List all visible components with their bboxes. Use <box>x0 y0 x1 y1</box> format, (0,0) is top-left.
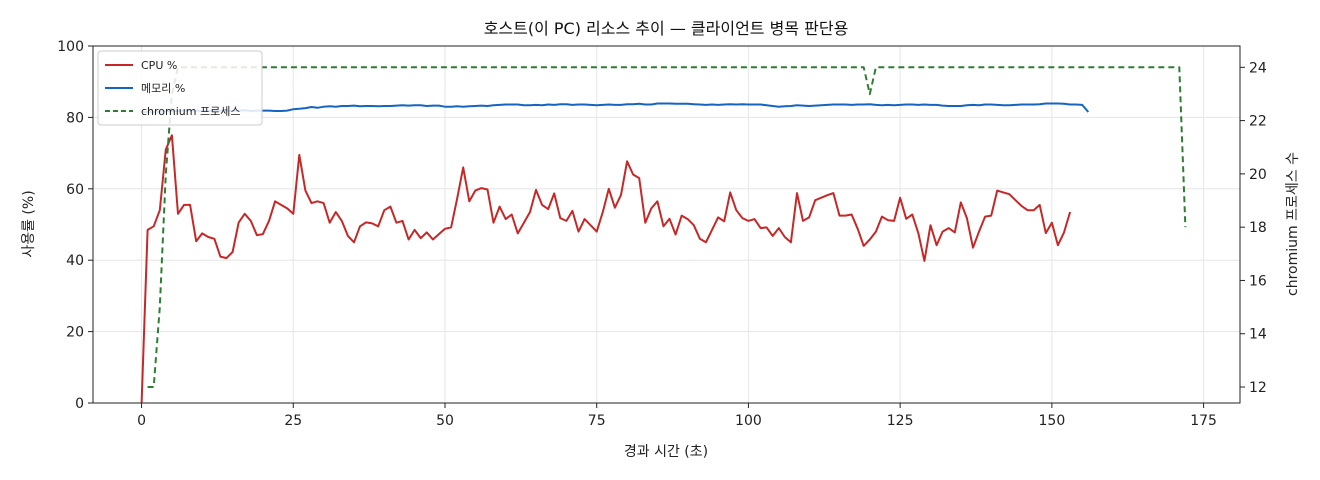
x-tick-label: 0 <box>137 413 146 429</box>
x-tick-label: 100 <box>735 413 762 429</box>
y2-tick-label: 14 <box>1249 327 1267 343</box>
y-tick-label: 20 <box>66 325 84 341</box>
x-tick-label: 150 <box>1039 413 1066 429</box>
y2-axis-title: chromium 프로세스 수 <box>1285 152 1301 296</box>
y2-tick-label: 24 <box>1249 60 1267 76</box>
chart-title: 호스트(이 PC) 리소스 추이 — 클라이언트 병목 판단용 <box>484 19 849 38</box>
legend-label-memory: 메모리 % <box>141 82 185 95</box>
x-tick-label: 125 <box>887 413 914 429</box>
x-tick-label: 50 <box>436 413 454 429</box>
x-tick-label: 175 <box>1190 413 1217 429</box>
x-axis-title: 경과 시간 (초) <box>624 444 708 460</box>
y-tick-label: 100 <box>57 39 84 55</box>
y2-tick-label: 16 <box>1249 273 1267 289</box>
y-tick-label: 60 <box>66 182 84 198</box>
y-tick-label: 40 <box>66 253 84 269</box>
y-tick-label: 80 <box>66 110 84 126</box>
y2-tick-label: 12 <box>1249 380 1267 396</box>
legend-label-cpu: CPU % <box>141 59 177 72</box>
legend-label-chromium: chromium 프로세스 <box>141 105 240 118</box>
y-axis-title: 사용률 (%) <box>21 190 37 257</box>
y-tick-label: 0 <box>75 396 84 412</box>
x-tick-label: 75 <box>588 413 606 429</box>
y2-tick-label: 22 <box>1249 114 1267 130</box>
y2-tick-label: 18 <box>1249 220 1267 236</box>
x-tick-label: 25 <box>284 413 302 429</box>
y2-tick-label: 20 <box>1249 167 1267 183</box>
legend: CPU % 메모리 % chromium 프로세스 <box>98 51 262 125</box>
